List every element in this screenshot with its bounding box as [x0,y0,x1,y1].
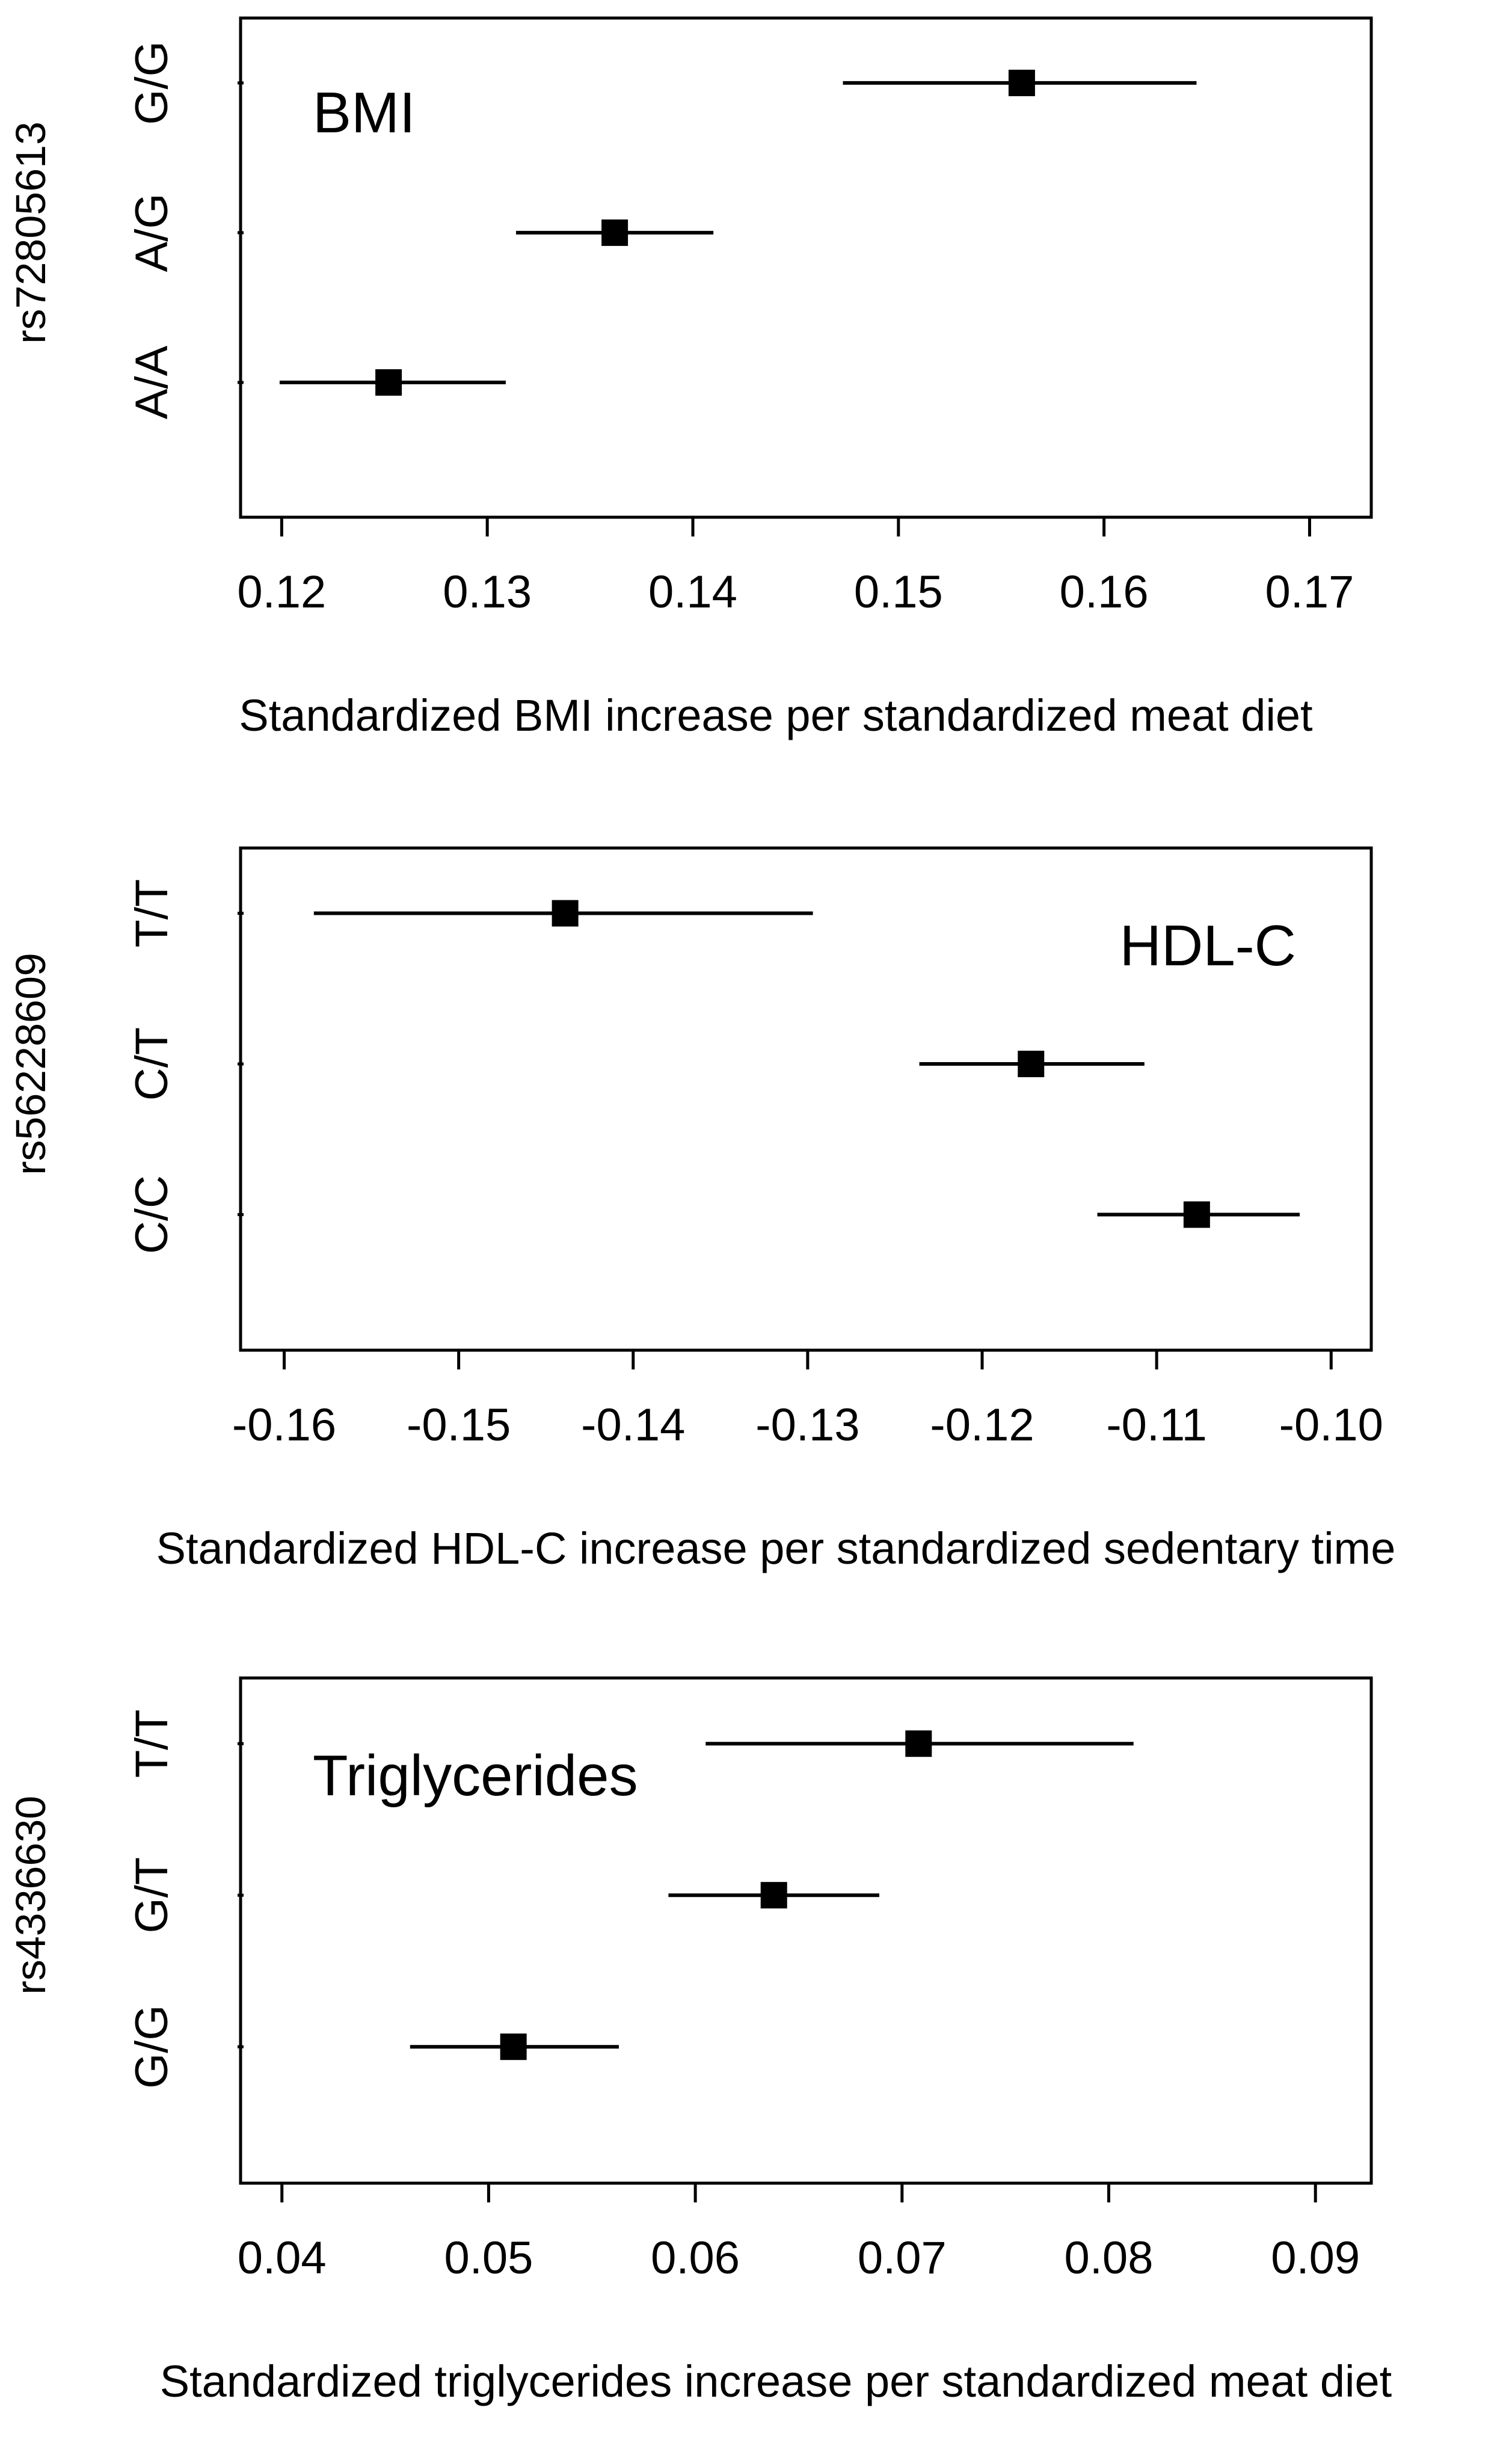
x-tick-label: 0.08 [1065,2232,1154,2284]
x-tick-label: 0.05 [444,2232,533,2284]
genotype-label: G/G [126,41,177,124]
x-tick-label: 0.09 [1271,2232,1360,2284]
genotype-label: C/T [126,1027,177,1101]
x-tick-label: 0.07 [858,2232,947,2284]
genotype-label: G/G [126,2005,177,2089]
x-tick-label: -0.14 [581,1400,685,1451]
panel-3: 0.04 0.05 0.06 0.07 0.08 0.09 Standardized tri… [7,1676,1392,2406]
x-tick-label: -0.11 [1106,1400,1207,1451]
snp-label: rs56228609 [7,953,54,1175]
x-tick-label: 0.04 [238,2232,327,2284]
x-tick-label: 0.16 [1060,567,1149,618]
genotype-label: A/A [126,345,177,419]
point-estimate-marker [760,1882,787,1909]
x-tick-label: -0.15 [407,1400,511,1451]
genotype-label: G/T [126,1857,177,1934]
snp-label: rs4336630 [7,1796,54,1995]
x-tick-label: -0.16 [232,1400,336,1451]
point-estimate-marker [500,2033,527,2060]
x-tick-label: 0.06 [651,2232,740,2284]
point-estimate-marker [1018,1051,1045,1078]
point-estimate-marker [905,1730,932,1757]
panel-title: HDL-C [1120,914,1296,978]
point-estimate-marker [552,900,579,927]
x-tick-label: 0.15 [854,567,943,618]
x-tick-label: -0.12 [930,1400,1034,1451]
panel-2: -0.16 -0.15 -0.14 -0.13 -0.12 -0.11 -0.10 Stand… [7,846,1396,1573]
panel-title: Triglycerides [313,1744,638,1808]
x-tick-label: -0.13 [755,1400,859,1451]
genotype-label: C/C [126,1175,177,1254]
x-tick-label: -0.10 [1279,1400,1383,1451]
x-tick-label: 0.13 [443,567,532,618]
x-axis-label: Standardized BMI increase per standardiz… [239,690,1313,740]
genotype-label: T/T [126,1709,177,1778]
point-estimate-marker [375,369,402,396]
genotype-label: A/G [126,193,177,272]
snp-label: rs72805613 [7,121,54,344]
panel-1: 0.12 0.13 0.14 0.15 0.16 0.17 Standardized BMI… [7,16,1373,740]
x-tick-label: 0.14 [648,567,737,618]
x-tick-label: 0.12 [237,567,326,618]
x-axis-label: Standardized HDL-C increase per standard… [156,1523,1396,1573]
genotype-label: T/T [126,879,177,948]
x-axis-label: Standardized triglycerides increase per … [160,2356,1392,2406]
point-estimate-marker [601,219,628,246]
point-estimate-marker [1008,69,1035,96]
panel-title: BMI [313,81,416,145]
point-estimate-marker [1183,1201,1210,1228]
x-tick-label: 0.17 [1265,567,1354,618]
